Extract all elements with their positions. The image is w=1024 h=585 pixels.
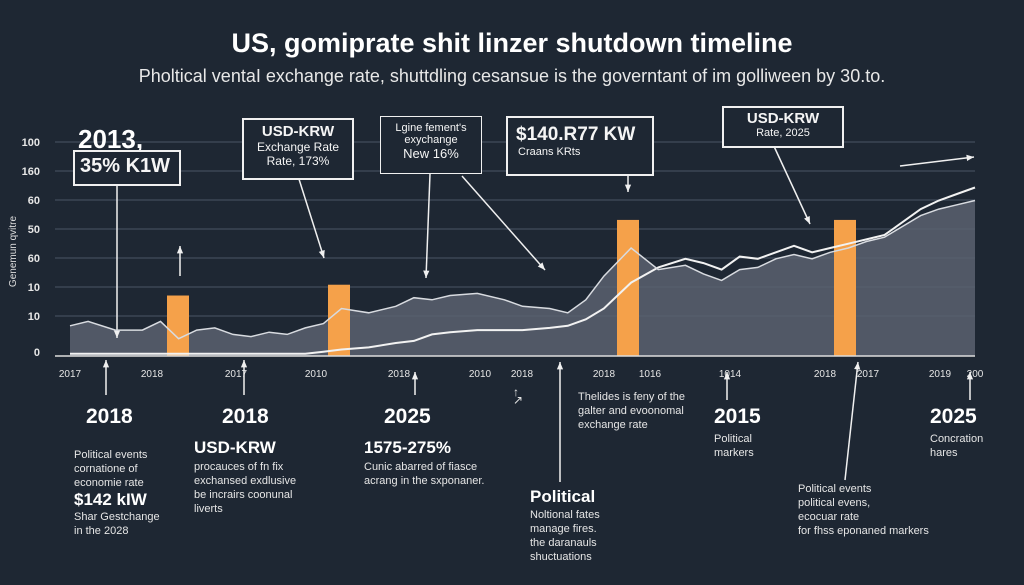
x-tick-label: 2018: [141, 369, 164, 380]
bottom-b4-text: Thelides is feny of the galter and evoon…: [578, 391, 686, 431]
callout-2025-title: USD-KRW: [746, 110, 820, 127]
callout-exchange-line1: Lgine fement's: [395, 122, 467, 134]
bottom-b1-value: $142 kIW: [74, 490, 147, 509]
arrow-head: [240, 360, 248, 368]
arrow-line: [899, 156, 975, 167]
x-tick-label: 200: [967, 369, 984, 380]
x-tick-label: 2010: [469, 369, 492, 380]
x-tick-label: 2017: [225, 369, 248, 380]
arrow-head: [411, 372, 419, 380]
arrow-line: [844, 361, 859, 481]
bottom-b3-year: 2025: [384, 405, 431, 428]
x-tick-label: 2018: [593, 369, 616, 380]
line-series: [70, 186, 976, 355]
annotation-arrows: ↑↗: [102, 141, 975, 482]
chart-subtitle: Pholtical ventaI exchange rate, shuttdli…: [138, 66, 886, 86]
arrow-line: [461, 175, 546, 271]
bottom-b3-text: Cunic abarred of fiasce acrang in the sx…: [364, 461, 485, 487]
x-tick-label: 2017: [857, 369, 880, 380]
arrow-head: [318, 250, 325, 258]
arrow-head: [804, 216, 810, 224]
arrow-line: [425, 173, 431, 279]
area-outline: [69, 199, 976, 340]
chart-title: US, gomiprate shit linzer shutdown timel…: [231, 28, 793, 58]
arrow-head: [537, 262, 545, 270]
bars: [167, 219, 856, 356]
arrow-head: [102, 360, 110, 368]
callout-value-amount: $140.R77 KW: [516, 124, 636, 145]
y-tick-label: 60: [28, 195, 40, 207]
y-tick-label: 160: [22, 166, 40, 178]
arrow-head: [966, 372, 974, 380]
bottom-b5-text: Noltional fates manage fires. the darana…: [530, 509, 600, 563]
y-tick-label: 50: [28, 224, 40, 236]
y-tick-label: 100: [22, 137, 40, 149]
arrow-head: [423, 270, 430, 278]
callout-2025-sub: Rate, 2025: [756, 127, 810, 139]
callout-usd-krw-box: USD-KRW Exchange Rate Rate, 173%: [242, 118, 354, 180]
x-tick-label: 2010: [305, 369, 328, 380]
arrow-head: [966, 154, 974, 161]
x-tick-label: 2018: [388, 369, 411, 380]
callout-usd-krw-title: USD-KRW: [261, 123, 335, 140]
bottom-b2-head: USD-KRW: [194, 438, 276, 457]
callout-2013-year: 2013,: [78, 124, 144, 154]
callout-exchange-line3: New 16%: [403, 146, 459, 161]
callout-value-box: $140.R77 KW Craans KRts: [506, 116, 654, 176]
bottom-b2-text: procauces of fn fix exchansed exdlusive …: [194, 461, 297, 515]
callout-value-sub: Craans KRts: [518, 146, 581, 158]
bottom-b8-text: Concration hares: [930, 433, 984, 459]
arrow-head: [113, 330, 121, 338]
callout-usd-krw-line2: Exchange Rate: [256, 140, 340, 154]
callout-2013-value: 35% K1W: [80, 155, 171, 177]
y-tick-label: 60: [28, 253, 40, 265]
arrow-glyph: ↗: [513, 393, 523, 407]
x-tick-label: 2019: [929, 369, 952, 380]
x-tick-labels: 2017 2018 2017 2010 2018 2010 2018 2018 1016 1014…: [59, 369, 984, 380]
arrow-glyph: ↑: [513, 385, 519, 399]
callout-2025-box: USD-KRW Rate, 2025: [722, 106, 844, 148]
bar: [834, 219, 856, 356]
y-tick-label: 10: [28, 282, 40, 294]
bar: [328, 284, 350, 356]
bottom-b6-year: 2015: [714, 405, 761, 428]
arrow-line: [771, 141, 811, 225]
x-tick-label: 2018: [511, 369, 534, 380]
bottom-b2-year: 2018: [222, 405, 269, 428]
arrow-head: [854, 362, 861, 370]
arrow-head: [624, 184, 632, 192]
x-tick-label: 2017: [59, 369, 82, 380]
bottom-b8-year: 2025: [930, 405, 977, 428]
callout-exchange-box: Lgine fement's exychange New 16%: [380, 116, 482, 174]
bottom-b5-head: Political: [530, 487, 596, 506]
bottom-b1-text: Political events cornationе of economie …: [74, 449, 148, 489]
arrow-head: [556, 362, 564, 370]
bottom-b6-text: Political markers: [714, 433, 754, 459]
bottom-b7-text: Political events political evens, ecocua…: [798, 483, 929, 537]
bottom-b1-year: 2018: [86, 405, 133, 428]
y-tick-label: 0: [34, 347, 40, 359]
area-series: [70, 200, 975, 356]
bottom-b1-sub: Shar Gestchange in the 2028: [74, 511, 160, 537]
arrow-head: [176, 246, 184, 254]
bar: [617, 219, 639, 356]
arrow-line: [297, 175, 325, 259]
y-axis-label: Genemun qvitre: [8, 215, 20, 288]
bottom-b3-head: 1575-275%: [364, 438, 451, 457]
x-tick-label: 1016: [639, 369, 662, 380]
x-tick-label: 2018: [814, 369, 837, 380]
callout-exchange-line2: exychange: [404, 134, 458, 146]
callout-usd-krw-line3: Rate, 173%: [266, 154, 330, 168]
x-tick-label: 1014: [719, 369, 742, 380]
y-tick-label: 10: [28, 311, 40, 323]
callout-2013-box: 35% K1W: [73, 150, 181, 186]
arrow-head: [723, 372, 731, 380]
bar: [167, 295, 189, 356]
gridlines: [55, 141, 975, 317]
